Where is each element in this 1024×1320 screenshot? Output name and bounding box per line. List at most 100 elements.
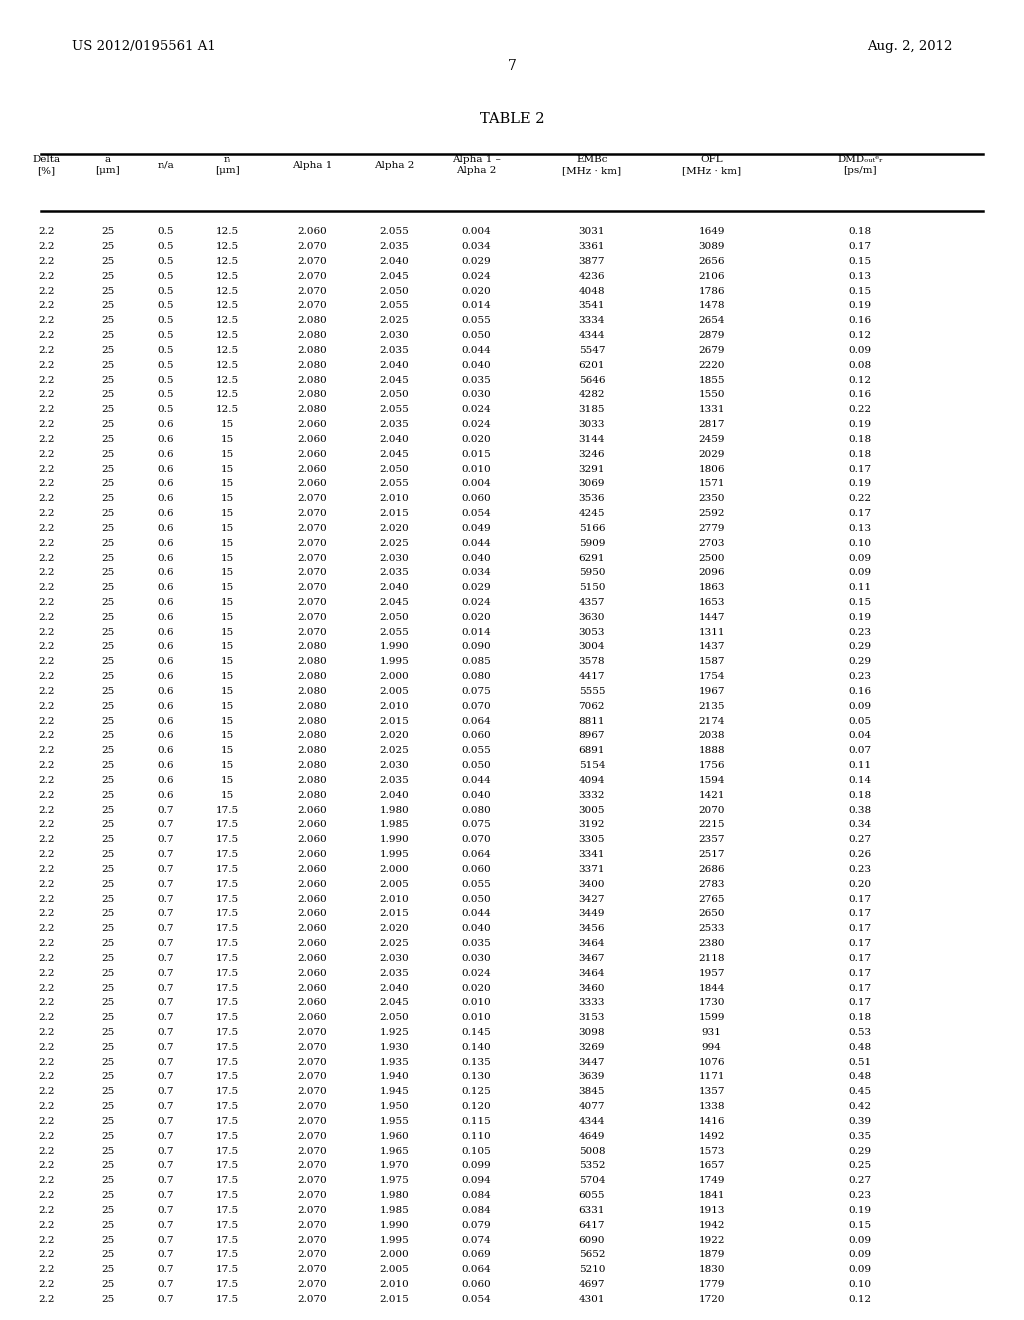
Text: 1338: 1338 xyxy=(698,1102,725,1111)
Text: 2096: 2096 xyxy=(698,569,725,577)
Text: 0.054: 0.054 xyxy=(461,1295,492,1304)
Text: 0.020: 0.020 xyxy=(461,983,492,993)
Text: 1888: 1888 xyxy=(698,746,725,755)
Text: 1421: 1421 xyxy=(698,791,725,800)
Text: 0.034: 0.034 xyxy=(461,569,492,577)
Text: 2.2: 2.2 xyxy=(38,969,54,978)
Text: 2.2: 2.2 xyxy=(38,1147,54,1155)
Text: 0.17: 0.17 xyxy=(849,242,871,251)
Text: 1.995: 1.995 xyxy=(379,850,410,859)
Text: 0.29: 0.29 xyxy=(849,1147,871,1155)
Text: 0.050: 0.050 xyxy=(461,762,492,770)
Text: 2.030: 2.030 xyxy=(379,762,410,770)
Text: 17.5: 17.5 xyxy=(216,879,239,888)
Text: 0.140: 0.140 xyxy=(461,1043,492,1052)
Text: 0.5: 0.5 xyxy=(158,346,174,355)
Text: 2.060: 2.060 xyxy=(297,998,328,1007)
Text: 1.950: 1.950 xyxy=(379,1102,410,1111)
Text: 3447: 3447 xyxy=(579,1057,605,1067)
Text: 25: 25 xyxy=(101,553,114,562)
Text: 3305: 3305 xyxy=(579,836,605,845)
Text: 2.2: 2.2 xyxy=(38,317,54,325)
Text: US 2012/0195561 A1: US 2012/0195561 A1 xyxy=(72,40,215,53)
Text: 2.080: 2.080 xyxy=(297,672,328,681)
Text: 1841: 1841 xyxy=(698,1191,725,1200)
Text: 0.7: 0.7 xyxy=(158,1102,174,1111)
Text: 25: 25 xyxy=(101,1206,114,1214)
Text: 2.060: 2.060 xyxy=(297,420,328,429)
Text: 2380: 2380 xyxy=(698,939,725,948)
Text: 2038: 2038 xyxy=(698,731,725,741)
Text: 3089: 3089 xyxy=(698,242,725,251)
Text: 12.5: 12.5 xyxy=(216,317,239,325)
Text: 994: 994 xyxy=(701,1043,722,1052)
Text: 1.970: 1.970 xyxy=(379,1162,410,1171)
Text: 0.17: 0.17 xyxy=(849,465,871,474)
Text: 2.020: 2.020 xyxy=(379,924,410,933)
Text: 25: 25 xyxy=(101,1057,114,1067)
Text: 0.23: 0.23 xyxy=(849,1191,871,1200)
Text: 0.6: 0.6 xyxy=(158,569,174,577)
Text: 17.5: 17.5 xyxy=(216,1250,239,1259)
Text: 0.19: 0.19 xyxy=(849,1206,871,1214)
Text: 0.5: 0.5 xyxy=(158,257,174,265)
Text: 0.090: 0.090 xyxy=(461,643,492,652)
Text: 0.010: 0.010 xyxy=(461,998,492,1007)
Text: 3185: 3185 xyxy=(579,405,605,414)
Text: 0.18: 0.18 xyxy=(849,791,871,800)
Text: 2.070: 2.070 xyxy=(297,242,328,251)
Text: 0.17: 0.17 xyxy=(849,909,871,919)
Text: 12.5: 12.5 xyxy=(216,346,239,355)
Text: 2.2: 2.2 xyxy=(38,598,54,607)
Text: 3332: 3332 xyxy=(579,791,605,800)
Text: 25: 25 xyxy=(101,1131,114,1140)
Text: 0.19: 0.19 xyxy=(849,479,871,488)
Text: 0.060: 0.060 xyxy=(461,1280,492,1290)
Text: 0.6: 0.6 xyxy=(158,494,174,503)
Text: 25: 25 xyxy=(101,954,114,962)
Text: 1.945: 1.945 xyxy=(379,1088,410,1097)
Text: 15: 15 xyxy=(221,583,233,593)
Text: 0.6: 0.6 xyxy=(158,598,174,607)
Text: 4344: 4344 xyxy=(579,331,605,341)
Text: 12.5: 12.5 xyxy=(216,376,239,384)
Text: 1.990: 1.990 xyxy=(379,1221,410,1230)
Text: 1171: 1171 xyxy=(698,1072,725,1081)
Text: 1599: 1599 xyxy=(698,1014,725,1022)
Text: 0.29: 0.29 xyxy=(849,643,871,652)
Text: 2.060: 2.060 xyxy=(297,909,328,919)
Text: 2.055: 2.055 xyxy=(379,405,410,414)
Text: 25: 25 xyxy=(101,257,114,265)
Text: 1.980: 1.980 xyxy=(379,1191,410,1200)
Text: 0.11: 0.11 xyxy=(849,583,871,593)
Text: 2.070: 2.070 xyxy=(297,286,328,296)
Text: 2.2: 2.2 xyxy=(38,821,54,829)
Text: 25: 25 xyxy=(101,434,114,444)
Text: 3845: 3845 xyxy=(579,1088,605,1097)
Text: 2.070: 2.070 xyxy=(297,494,328,503)
Text: 2.2: 2.2 xyxy=(38,1176,54,1185)
Text: 2.005: 2.005 xyxy=(379,1266,410,1274)
Text: 0.060: 0.060 xyxy=(461,865,492,874)
Text: 2.2: 2.2 xyxy=(38,983,54,993)
Text: 25: 25 xyxy=(101,1028,114,1038)
Text: 25: 25 xyxy=(101,746,114,755)
Text: 0.120: 0.120 xyxy=(461,1102,492,1111)
Text: 2.070: 2.070 xyxy=(297,257,328,265)
Text: 0.020: 0.020 xyxy=(461,612,492,622)
Text: 25: 25 xyxy=(101,612,114,622)
Text: 25: 25 xyxy=(101,510,114,517)
Text: 2.050: 2.050 xyxy=(379,465,410,474)
Text: 2.2: 2.2 xyxy=(38,376,54,384)
Text: EMBc
[MHz · km]: EMBc [MHz · km] xyxy=(562,154,622,176)
Text: 1573: 1573 xyxy=(698,1147,725,1155)
Text: 1957: 1957 xyxy=(698,969,725,978)
Text: 2220: 2220 xyxy=(698,360,725,370)
Text: 0.064: 0.064 xyxy=(461,1266,492,1274)
Text: 0.6: 0.6 xyxy=(158,539,174,548)
Text: 6291: 6291 xyxy=(579,553,605,562)
Text: 0.18: 0.18 xyxy=(849,434,871,444)
Text: 15: 15 xyxy=(221,510,233,517)
Text: 1594: 1594 xyxy=(698,776,725,785)
Text: rᵢ
[μm]: rᵢ [μm] xyxy=(215,154,240,176)
